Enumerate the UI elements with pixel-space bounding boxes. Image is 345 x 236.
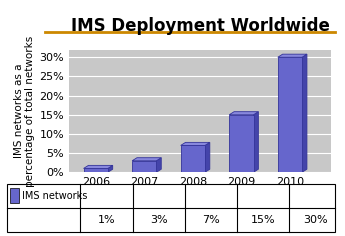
Text: IMS Deployment Worldwide: IMS Deployment Worldwide	[71, 17, 329, 34]
Text: 3%: 3%	[150, 215, 168, 225]
Polygon shape	[156, 158, 161, 172]
Polygon shape	[132, 158, 161, 161]
Bar	[83, 169, 108, 172]
Polygon shape	[181, 142, 210, 145]
Y-axis label: IMS networks as a
percentage of total networks: IMS networks as a percentage of total ne…	[13, 35, 35, 186]
Polygon shape	[254, 112, 258, 172]
Polygon shape	[205, 142, 210, 172]
Polygon shape	[278, 54, 307, 57]
Text: 1%: 1%	[98, 215, 115, 225]
Bar	[10, 189, 19, 203]
Polygon shape	[83, 165, 113, 169]
Polygon shape	[229, 112, 258, 115]
Bar	[278, 57, 302, 172]
Text: IMS networks: IMS networks	[22, 191, 87, 201]
Text: 30%: 30%	[303, 215, 328, 225]
Polygon shape	[108, 165, 113, 172]
Bar	[229, 115, 254, 172]
Text: 15%: 15%	[251, 215, 275, 225]
Polygon shape	[302, 54, 307, 172]
Bar	[132, 161, 156, 172]
Text: 7%: 7%	[202, 215, 220, 225]
Bar	[181, 145, 205, 172]
